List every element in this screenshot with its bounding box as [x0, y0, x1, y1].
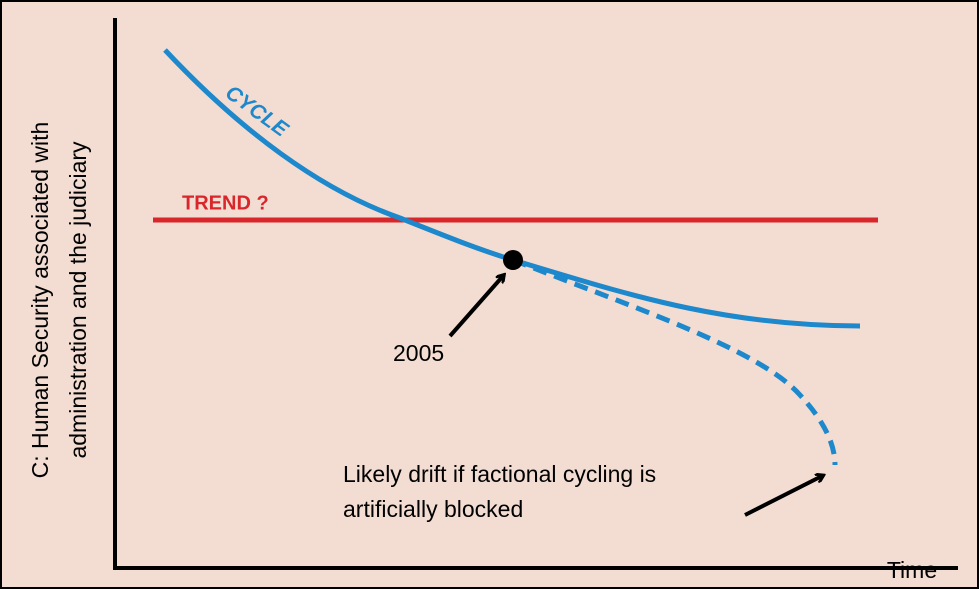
arrow	[744, 476, 822, 517]
arrow	[448, 276, 503, 338]
y-axis-label: C: Human Security associated with	[27, 122, 53, 479]
y-axis-label: administration and the judiciary	[65, 141, 91, 459]
drift-note: artificially blocked	[343, 496, 523, 522]
trend-label: TREND ?	[182, 192, 269, 214]
point-2005	[503, 250, 523, 270]
drift-curve	[512, 257, 838, 466]
x-axis-label: Time	[887, 557, 937, 583]
point-label: 2005	[393, 340, 444, 366]
drift-note: Likely drift if factional cycling is	[343, 461, 656, 487]
cycle-curve	[163, 48, 861, 329]
